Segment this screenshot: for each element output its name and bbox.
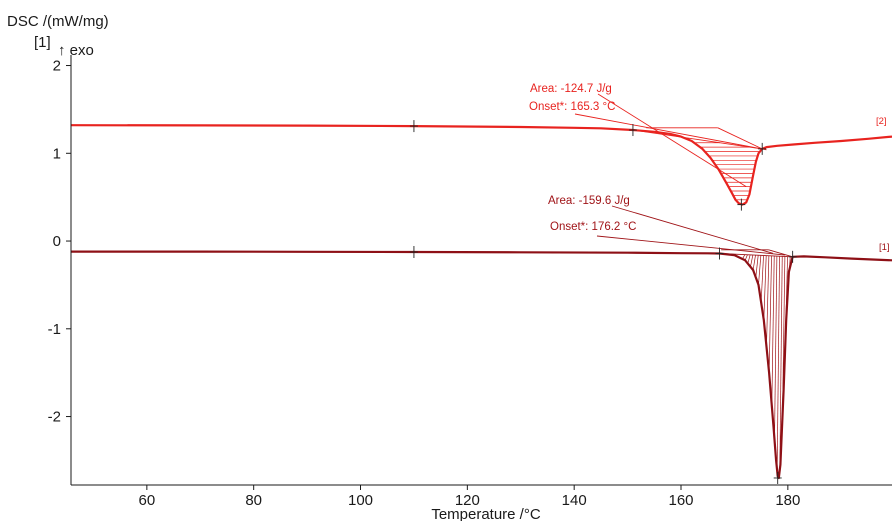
hatch-line — [776, 256, 780, 471]
y-axis-title: DSC /(mW/mg) — [7, 13, 109, 30]
onset-tangent-drop — [717, 127, 763, 150]
x-tick-label: 80 — [245, 492, 262, 509]
series-line-[2] — [70, 124, 892, 206]
onset-label-curve-1: Onset*: 176.2 °C — [550, 221, 636, 233]
onset-leader — [596, 235, 786, 256]
x-tick-label: 160 — [668, 492, 693, 509]
hatch-line — [774, 256, 778, 440]
axis-ticks: 60 80 100 120 140 160 180 2 1 0 -1 -2 — [48, 58, 801, 509]
x-tick-label: 140 — [562, 492, 587, 509]
peak-hatching — [685, 138, 794, 471]
area-label-curve-1: Area: -159.6 J/g — [548, 195, 630, 207]
x-axis-title: Temperature /°C — [431, 506, 541, 521]
hatch-line — [755, 255, 759, 278]
hatch-line — [760, 255, 764, 303]
y-tick-label: 2 — [53, 58, 61, 75]
hatch-line — [747, 254, 751, 264]
series-line-[1] — [71, 250, 892, 480]
curve-tag-2: [2] — [876, 116, 887, 127]
onset-leader — [574, 113, 767, 151]
y-tick-label: 0 — [53, 233, 61, 250]
hatch-line — [779, 256, 783, 470]
x-tick-label: 60 — [139, 492, 156, 509]
area-label-curve-2: Area: -124.7 J/g — [530, 83, 612, 95]
y-tick-label: -1 — [48, 321, 61, 338]
onset-label-curve-2: Onset*: 165.3 °C — [529, 101, 615, 113]
area-leader — [597, 93, 747, 188]
curve-markers — [409, 120, 797, 484]
x-tick-label: 120 — [455, 492, 480, 509]
curves — [70, 124, 892, 480]
hatch-line — [763, 255, 767, 321]
area-leader — [611, 205, 774, 254]
annotation-guides — [574, 93, 793, 258]
hatch-line — [750, 254, 754, 267]
hatch-line — [766, 255, 770, 347]
hatch-line — [758, 255, 762, 285]
x-tick-label: 180 — [775, 492, 800, 509]
hatch-line — [771, 255, 775, 406]
hatch-line — [752, 254, 756, 271]
hatch-line — [768, 255, 772, 373]
y-axis-curve-marker: [1] — [34, 34, 51, 51]
exo-direction-label: ↑ exo — [58, 42, 94, 59]
curve-tag-1: [1] — [879, 242, 890, 253]
onset-tangent-drop — [768, 249, 793, 258]
integration-baseline — [632, 129, 763, 150]
x-tick-label: 100 — [348, 492, 373, 509]
y-tick-label: -2 — [48, 409, 61, 426]
axes — [70, 55, 892, 486]
y-tick-label: 1 — [53, 145, 61, 162]
